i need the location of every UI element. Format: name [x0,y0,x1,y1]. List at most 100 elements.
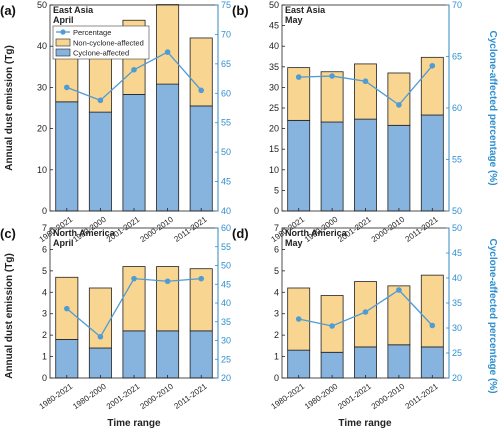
percentage-point-1 [97,97,104,104]
ytick-right-label: 55 [452,155,462,165]
percentage-point-2 [131,275,137,282]
ytick-label: 30 [37,82,47,92]
panel-title: East Asia [53,5,94,15]
xlabel-left: Time range [107,418,161,429]
ytick-label: 0 [42,206,47,216]
ytick-right-label: 30 [221,336,231,346]
panel-1: 0510152025303540455050556065701980-20211… [232,0,462,244]
percentage-point-2 [362,78,369,85]
ytick-label: 0 [274,373,279,383]
bar-non-cyclone-4 [189,268,213,332]
ytick-right-label: 55 [221,118,231,128]
percentage-point-4 [198,275,204,282]
ylabel-left-bottom: Annual dust emission (Tg) [4,253,15,379]
bar-cyclone-2 [354,346,377,379]
xtick-label: 2000-2010 [138,215,175,245]
percentage-point-0 [64,84,70,91]
xtick-label: 2000-2010 [370,382,407,412]
xtick-label: 1980-2021 [270,382,307,412]
legend-cyclone: Cyclone-affected [73,49,129,58]
percentage-point-0 [295,316,302,322]
ytick-right-label: 40 [452,273,462,283]
ytick-right-label: 45 [221,279,231,289]
ytick-label: 25 [269,103,279,113]
bar-cyclone-1 [88,111,112,212]
xtick-label: 2011-2021 [173,382,209,411]
legend-percentage: Percentage [73,28,111,37]
ylabel-left-top: Annual dust emission (Tg) [4,45,15,171]
bar-cyclone-2 [122,330,146,379]
percentage-point-3 [396,287,402,293]
ytick-label: 40 [37,41,47,51]
panel-subtitle: April [53,238,74,248]
ytick-right-label: 30 [452,323,462,333]
ytick-label: 20 [37,124,47,134]
ytick-right-label: 45 [452,248,462,258]
xtick-label: 1980-2000 [71,382,108,412]
bar-non-cyclone-3 [156,4,180,85]
bar-non-cyclone-4 [420,274,444,348]
ytick-label: 35 [269,62,279,72]
percentage-point-4 [198,87,204,94]
percentage-point-4 [429,322,436,329]
ytick-label: 3 [274,309,279,319]
legend-non-cyclone: Non-cyclone-affected [73,39,144,48]
ytick-label: 6 [274,244,279,254]
panel-subtitle: April [53,15,74,25]
ytick-right-label: 50 [452,206,462,216]
xtick-label: 1980-2021 [38,382,75,412]
bar-cyclone-1 [320,121,344,212]
bar-non-cyclone-3 [387,72,411,126]
percentage-point-4 [429,62,436,69]
panel-subtitle: May [285,15,303,25]
ytick-right-label: 50 [221,261,231,271]
ytick-right-label: 60 [452,103,462,113]
bar-cyclone-3 [387,124,411,212]
ytick-right-label: 20 [452,373,462,383]
ytick-right-label: 60 [221,223,231,233]
ytick-label: 5 [42,266,47,276]
legend-marker-icon [60,29,66,35]
ytick-label: 0 [42,373,47,383]
ytick-label: 50 [269,0,279,10]
ylabel-right-bottom: Cyclone-affected percentage (%) [487,238,498,393]
panel-label: (c) [0,226,16,241]
percentage-point-3 [396,102,402,108]
ytick-label: 10 [269,165,279,175]
ytick-label: 15 [269,144,279,154]
ytick-right-label: 60 [221,88,231,98]
ytick-right-label: 55 [221,242,231,252]
xtick-label: 2011-2021 [404,215,440,244]
percentage-point-1 [329,323,335,329]
percentage-point-1 [329,73,335,79]
bar-cyclone-3 [387,344,411,379]
ytick-right-label: 35 [221,317,231,327]
bar-cyclone-2 [354,118,377,212]
percentage-point-3 [164,278,171,285]
ytick-right-label: 65 [452,52,462,62]
ylabel-right-top: Cyclone-affected percentage (%) [487,30,498,185]
ytick-label: 6 [42,244,47,254]
ytick-label: 1 [42,352,47,362]
bar-cyclone-3 [156,83,180,212]
panel-title: North America [53,228,116,238]
percentage-point-2 [131,66,137,73]
ytick-right-label: 35 [452,298,462,308]
xtick-label: 1980-2000 [303,382,340,412]
bar-non-cyclone-3 [156,266,180,332]
ytick-right-label: 75 [221,0,231,10]
bar-non-cyclone-0 [287,67,311,121]
ytick-label: 5 [274,266,279,276]
ytick-label: 40 [269,41,279,51]
legend-cyclone-swatch [55,48,71,57]
ytick-label: 7 [42,223,47,233]
percentage-point-0 [64,305,70,312]
bar-non-cyclone-4 [189,37,213,107]
ytick-label: 50 [37,0,47,10]
percentage-point-2 [362,309,369,315]
xtick-label: 2011-2021 [173,215,209,244]
bar-non-cyclone-3 [387,285,411,346]
legend-non-cyclone-swatch [55,38,71,47]
bar-cyclone-1 [320,351,344,379]
panel-label: (d) [232,226,249,241]
